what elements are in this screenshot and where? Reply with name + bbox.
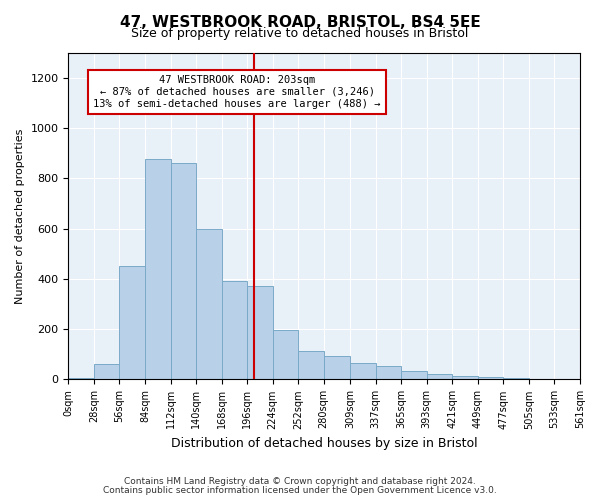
Bar — [376, 366, 401, 380]
Text: Contains HM Land Registry data © Crown copyright and database right 2024.: Contains HM Land Registry data © Crown c… — [124, 477, 476, 486]
X-axis label: Distribution of detached houses by size in Bristol: Distribution of detached houses by size … — [171, 437, 478, 450]
Bar — [554, 379, 580, 380]
Y-axis label: Number of detached properties: Number of detached properties — [15, 128, 25, 304]
Bar — [170, 163, 196, 380]
Bar — [145, 160, 170, 380]
Bar — [350, 363, 376, 380]
Bar — [298, 350, 324, 380]
Bar — [221, 282, 247, 380]
Bar — [427, 374, 452, 380]
Bar — [94, 364, 119, 380]
Bar — [529, 378, 554, 380]
Bar — [401, 370, 427, 380]
Text: Contains public sector information licensed under the Open Government Licence v3: Contains public sector information licen… — [103, 486, 497, 495]
Bar — [119, 266, 145, 380]
Bar — [196, 228, 221, 380]
Text: 47 WESTBROOK ROAD: 203sqm
← 87% of detached houses are smaller (3,246)
13% of se: 47 WESTBROOK ROAD: 203sqm ← 87% of detac… — [94, 76, 381, 108]
Text: 47, WESTBROOK ROAD, BRISTOL, BS4 5EE: 47, WESTBROOK ROAD, BRISTOL, BS4 5EE — [119, 15, 481, 30]
Text: Size of property relative to detached houses in Bristol: Size of property relative to detached ho… — [131, 28, 469, 40]
Bar — [478, 377, 503, 380]
Bar — [68, 378, 94, 380]
Bar — [452, 376, 478, 380]
Bar — [272, 330, 298, 380]
Bar — [503, 378, 529, 380]
Bar — [324, 356, 350, 380]
Bar — [247, 286, 272, 380]
